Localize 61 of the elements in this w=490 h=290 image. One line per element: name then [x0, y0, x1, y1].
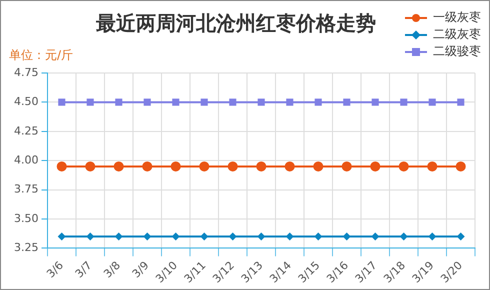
- y-tick-label: 4.25: [14, 124, 38, 138]
- y-axis-title: 单位：元/斤: [9, 47, 74, 64]
- point: [256, 161, 266, 172]
- point: [286, 232, 294, 241]
- point: [342, 232, 351, 241]
- point: [456, 161, 466, 172]
- point: [170, 161, 181, 172]
- point: [286, 98, 294, 106]
- point: [229, 98, 236, 106]
- point: [86, 232, 94, 241]
- point: [142, 161, 152, 172]
- y-tick-label: 3.75: [14, 182, 38, 196]
- x-tick-label: 3/6: [44, 258, 66, 281]
- point: [257, 232, 266, 241]
- point: [456, 232, 465, 241]
- point: [200, 98, 208, 106]
- point: [114, 161, 124, 172]
- point: [398, 161, 409, 172]
- point: [56, 161, 67, 172]
- point: [314, 232, 322, 241]
- x-tick-label: 3/8: [101, 258, 123, 281]
- point: [85, 161, 96, 172]
- point: [172, 98, 180, 106]
- point: [313, 161, 324, 172]
- y-tick-label: 3.50: [14, 212, 38, 225]
- legend-label: 一级灰枣: [433, 9, 481, 26]
- chart-title: 最近两周河北沧州红枣价格走势: [96, 10, 376, 37]
- point: [86, 98, 94, 106]
- point: [58, 232, 66, 241]
- point: [428, 232, 436, 241]
- point: [370, 161, 380, 172]
- y-tick-label: 4.00: [14, 153, 38, 166]
- point: [427, 161, 438, 172]
- point: [371, 232, 380, 241]
- legend-label: 二级灰枣: [433, 26, 481, 43]
- legend-label: 二级骏枣: [433, 43, 481, 60]
- point: [199, 161, 210, 172]
- point: [314, 98, 322, 106]
- point: [114, 232, 123, 241]
- point: [342, 161, 352, 172]
- point: [228, 232, 237, 241]
- point: [143, 232, 152, 241]
- point: [457, 98, 464, 106]
- y-tick-label: 3.25: [14, 241, 38, 254]
- point: [343, 98, 350, 106]
- point: [428, 98, 436, 106]
- x-tick-label: 3/9: [130, 258, 152, 281]
- point: [400, 232, 408, 241]
- point: [144, 98, 151, 106]
- point: [258, 98, 265, 106]
- point: [400, 98, 408, 106]
- point: [372, 98, 379, 106]
- y-tick-label: 4.75: [14, 66, 38, 79]
- point: [284, 161, 295, 172]
- point: [200, 232, 208, 241]
- y-tick-label: 4.50: [14, 95, 38, 108]
- point: [115, 98, 122, 106]
- x-tick-label: 3/7: [72, 258, 94, 281]
- point: [228, 161, 238, 172]
- point: [172, 232, 180, 241]
- point: [58, 98, 66, 106]
